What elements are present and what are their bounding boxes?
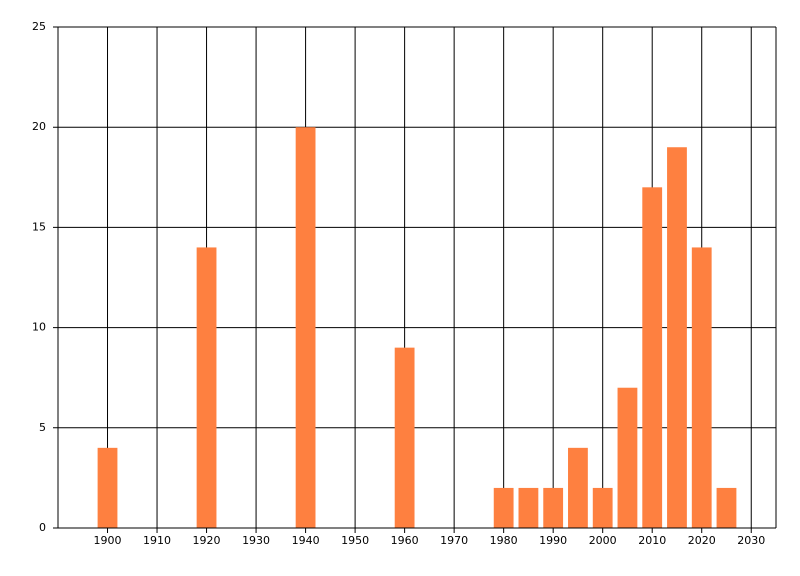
bar	[493, 487, 514, 528]
y-tick-label: 10	[32, 321, 46, 334]
x-tick-label: 1950	[341, 534, 369, 547]
y-tick-label: 15	[32, 220, 46, 233]
x-tick-label: 1960	[391, 534, 419, 547]
bar	[568, 447, 588, 528]
x-tick-label: 1980	[490, 534, 518, 547]
bar	[617, 387, 638, 528]
y-tick-label: 25	[32, 20, 46, 33]
x-tick-label: 2030	[737, 534, 765, 547]
x-tick-label: 1970	[440, 534, 468, 547]
x-tick-label: 2020	[688, 534, 716, 547]
bar	[518, 487, 539, 528]
bar	[543, 487, 564, 528]
x-tick-label: 1900	[94, 534, 122, 547]
bar	[196, 247, 217, 528]
y-tick-label: 0	[39, 521, 46, 534]
bar	[97, 447, 118, 528]
x-tick-label: 1920	[193, 534, 221, 547]
x-tick-label: 2000	[589, 534, 617, 547]
bar	[592, 487, 613, 528]
bar	[642, 187, 663, 528]
y-tick-label: 20	[32, 120, 46, 133]
x-tick-label: 1990	[539, 534, 567, 547]
bar	[691, 247, 712, 528]
x-tick-label: 1940	[292, 534, 320, 547]
bar	[394, 347, 415, 528]
y-tick-label: 5	[39, 421, 46, 434]
bar	[667, 147, 687, 529]
x-tick-label: 1930	[242, 534, 270, 547]
bar	[716, 487, 737, 528]
x-tick-label: 2010	[638, 534, 666, 547]
bar	[295, 127, 316, 528]
x-tick-label: 1910	[143, 534, 171, 547]
